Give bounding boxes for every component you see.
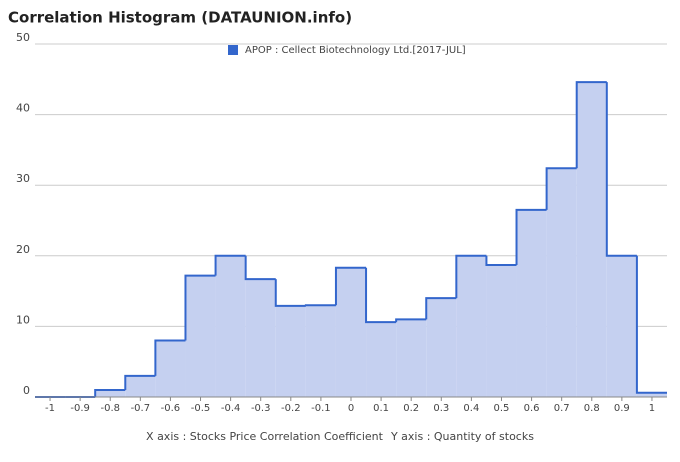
x-tick-label: -0.5 [191,403,211,414]
bar-outline [455,254,487,299]
x-tick-label: 0.1 [373,403,389,414]
bar [215,255,246,397]
x-tick-label: -0.2 [281,403,301,414]
x-tick-label: 1 [649,403,655,414]
y-tick-label: 20 [16,243,30,256]
bar [305,305,336,397]
bar [456,255,487,397]
bar [546,168,577,397]
x-tick-label: 0.8 [584,403,600,414]
bar [576,82,607,398]
bar-outline [184,274,216,341]
x-tick-label: -1 [45,403,55,414]
bar [366,322,397,397]
bar [275,305,306,397]
x-tick-label: -0.9 [70,403,90,414]
bar [95,389,126,397]
bar-outline [244,255,276,281]
bar-outline [304,304,336,307]
bar-outline [274,279,306,307]
x-tick-label: -0.1 [311,403,331,414]
bar [396,319,427,397]
x-tick-label: 0.2 [403,403,419,414]
y-axis-label: Y axis : Quantity of stocks [390,430,534,443]
x-tick-label: -0.7 [131,403,151,414]
bar [125,375,156,397]
bar [486,264,517,397]
x-axis-label: X axis : Stocks Price Correlation Coeffi… [146,430,384,443]
y-tick-label: 40 [16,102,30,115]
bar-outline [425,297,457,320]
x-tick-label: -0.4 [221,403,241,414]
y-tick-label: 50 [16,31,30,44]
bar [245,279,276,397]
x-tick-label: 0.9 [614,403,630,414]
bar-outline [485,255,517,266]
bar-outline [605,82,637,257]
bar-outline [395,318,427,323]
bar-outline [214,254,246,276]
x-tick-label: -0.8 [100,403,120,414]
x-tick-label: 0.7 [554,403,570,414]
bar-outline [635,255,667,394]
bar [185,275,216,397]
bar [516,209,547,397]
x-tick-label: 0.6 [524,403,540,414]
axis-caption: X axis : Stocks Price Correlation Coeffi… [146,430,534,443]
legend-label: APOP : Cellect Biotechnology Ltd.[2017-J… [245,45,466,56]
x-tick-label: -0.6 [161,403,181,414]
bar-outline [515,208,547,265]
bar-outline [545,167,577,210]
y-tick-label: 30 [16,172,30,185]
bar-outline [94,388,126,397]
x-tick-label: 0 [348,403,354,414]
legend-swatch [228,45,238,55]
bar [606,255,637,397]
bar-outline [154,339,186,376]
bar-outline [575,81,607,169]
chart-title: Correlation Histogram (DATAUNION.info) [8,9,352,27]
bar [155,340,186,397]
x-tick-label: 0.5 [494,403,510,414]
bar [335,267,367,397]
y-tick-label: 10 [16,313,30,326]
bar-outline [365,267,397,324]
bar [636,392,667,397]
x-tick-label: 0.4 [463,403,479,414]
x-tick-label: -0.3 [251,403,271,414]
bar-outline [124,374,156,390]
y-tick-label: 0 [23,384,30,397]
bar [426,298,457,397]
x-tick-label: 0.3 [433,403,449,414]
bar-outline [334,266,367,306]
